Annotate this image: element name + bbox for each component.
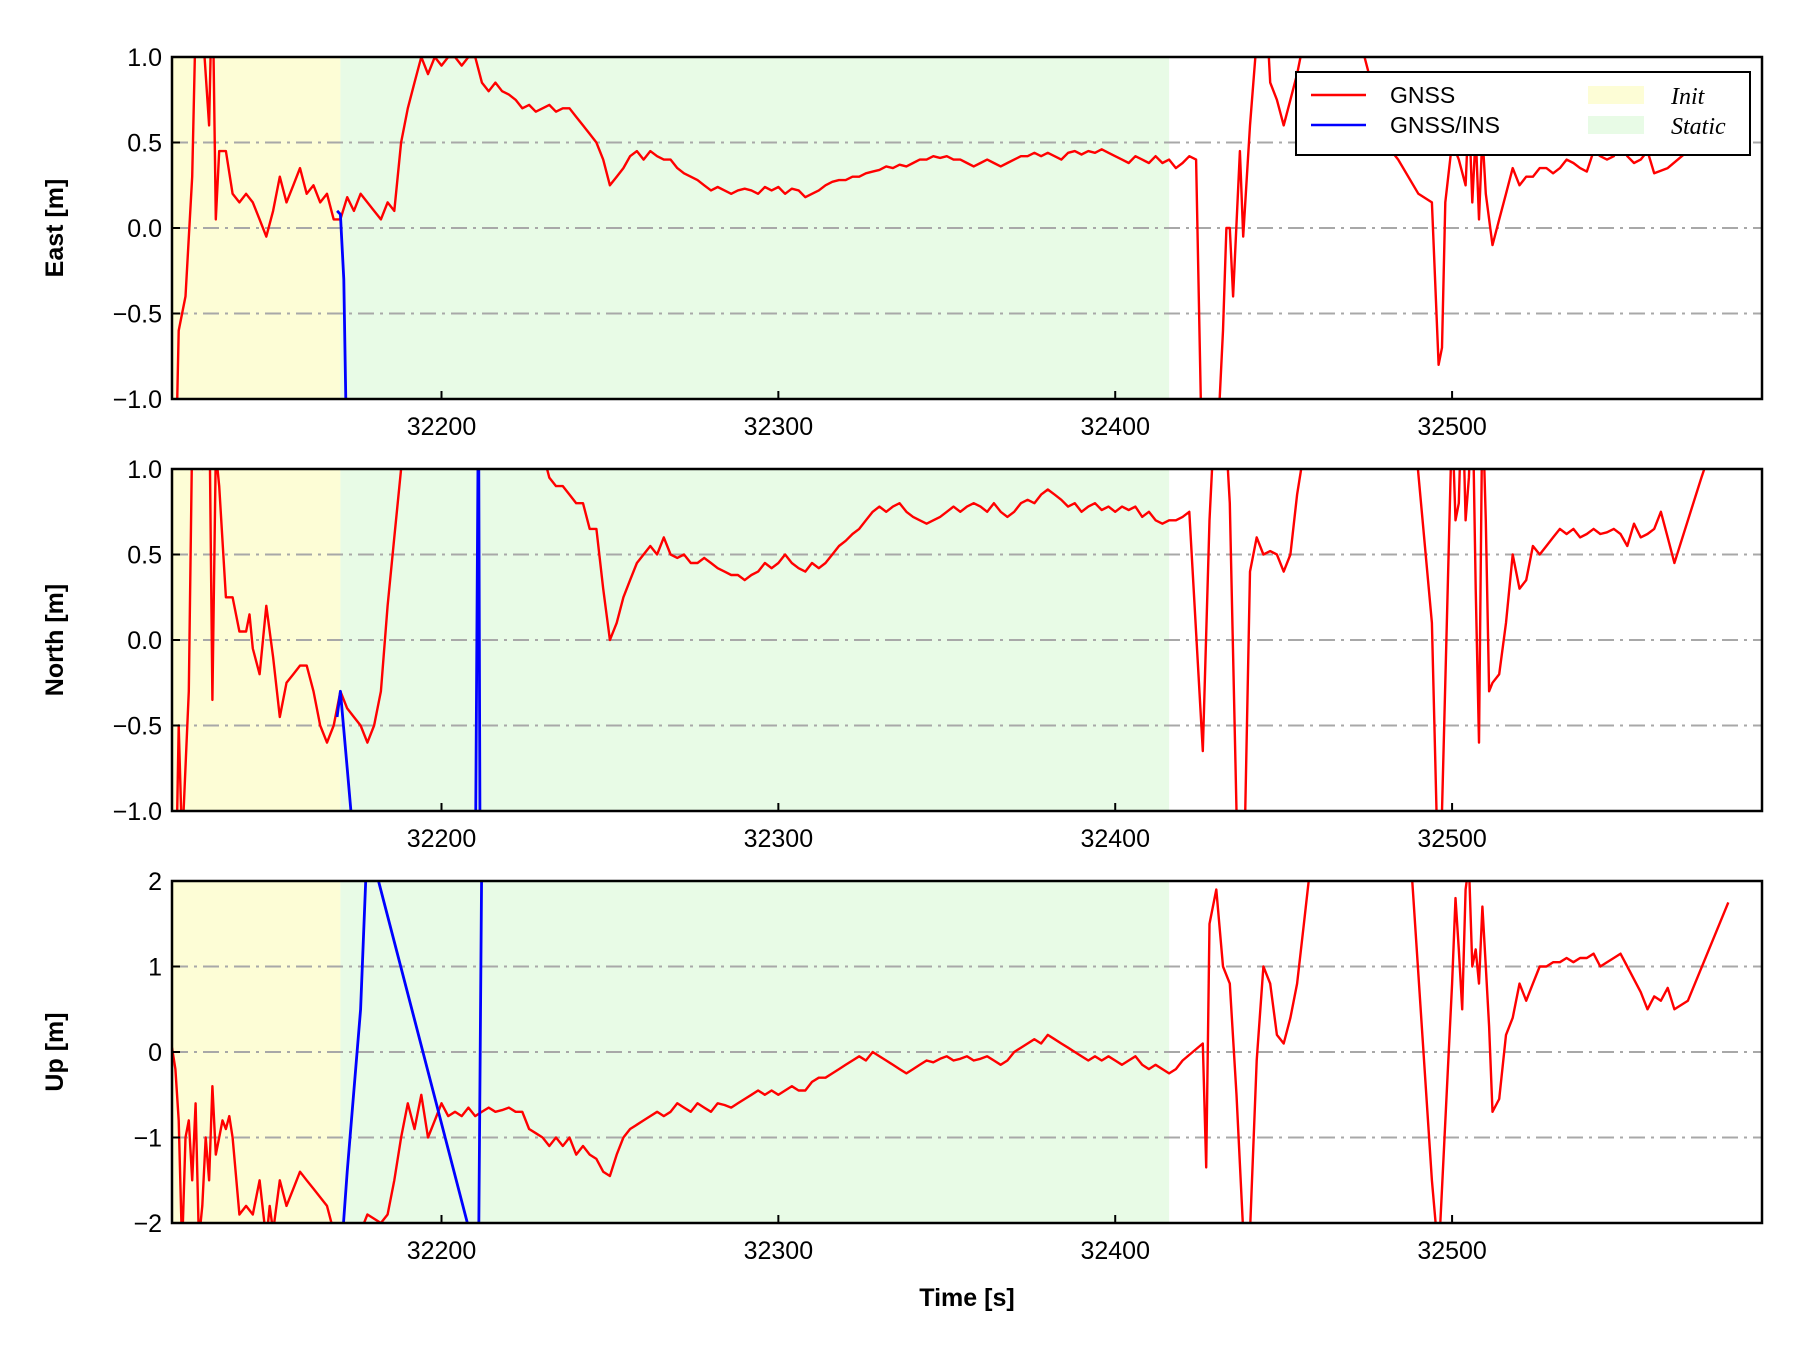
legend-label-gnss: GNSS xyxy=(1390,82,1455,108)
east-ytick-label: 0.5 xyxy=(127,130,162,158)
east-ytick-label: 1.0 xyxy=(127,44,162,72)
north-series-gnss-ins xyxy=(335,469,482,811)
east-ytick-label: −1.0 xyxy=(113,386,162,414)
east-plot-area xyxy=(172,57,1762,399)
up-ytick-label: −2 xyxy=(133,1210,162,1238)
legend-label-static: Static xyxy=(1671,114,1726,140)
up-grid xyxy=(172,965,1762,1139)
north-ytick-label: 0.0 xyxy=(127,627,162,655)
east-xtick-label: 32200 xyxy=(407,413,477,441)
up-frame xyxy=(170,879,1764,1225)
north-ytick-label: −0.5 xyxy=(113,713,162,741)
north-ytick-label: 0.5 xyxy=(127,542,162,570)
north-series xyxy=(175,469,1706,811)
north-xtick-label: 32200 xyxy=(407,825,477,853)
legend-frame xyxy=(1295,71,1751,156)
up-xtick-label: 32500 xyxy=(1417,1237,1487,1265)
panel-east: 32200 32300 32400 32500 −1.0 −0.5 0.0 0.5 1.0 Ea… xyxy=(41,44,1764,441)
north-xtick-label: 32500 xyxy=(1417,825,1487,853)
x-axis-label: Time [s] xyxy=(919,1284,1014,1312)
north-grid xyxy=(172,553,1762,727)
panel-north: 32200 32300 32400 32500 −1.0 −0.5 0.0 0.5 1.0 No… xyxy=(41,456,1764,853)
north-ytick-label: −1.0 xyxy=(113,798,162,826)
up-ytick-label: −1 xyxy=(133,1125,162,1153)
north-xtick-label: 32300 xyxy=(744,825,814,853)
up-xtick-label: 32300 xyxy=(744,1237,814,1265)
up-xtick-label: 32400 xyxy=(1080,1237,1150,1265)
east-series-gnss-ins xyxy=(336,209,348,399)
up-series xyxy=(172,881,1730,1223)
north-xtick-label: 32400 xyxy=(1080,825,1150,853)
north-ytick-label: 1.0 xyxy=(127,456,162,484)
north-plot-area xyxy=(172,469,1762,811)
legend-swatch-static xyxy=(1588,116,1644,134)
east-frame xyxy=(170,55,1764,401)
east-ticks: 32200 32300 32400 32500 −1.0 −0.5 0.0 0.5 1.0 xyxy=(113,44,1487,441)
east-ytick-label: −0.5 xyxy=(113,301,162,329)
north-series-gnss xyxy=(175,469,1706,811)
east-ytick-label: 0.0 xyxy=(127,215,162,243)
legend: GNSS GNSS/INS Init Static xyxy=(1295,71,1751,156)
legend-label-gnss-ins: GNSS/INS xyxy=(1390,112,1500,138)
east-xtick-label: 32500 xyxy=(1417,413,1487,441)
up-ylabel: Up [m] xyxy=(41,1012,69,1091)
up-ticks: 32200 32300 32400 32500 −2 −1 0 1 2 xyxy=(133,868,1486,1265)
panel-up: 32200 32300 32400 32500 −2 −1 0 1 2 Up [m] xyxy=(41,868,1764,1265)
up-ytick-label: 0 xyxy=(148,1039,162,1067)
up-plot-area xyxy=(172,881,1762,1223)
east-xtick-label: 32300 xyxy=(744,413,814,441)
east-series xyxy=(176,57,1703,399)
legend-swatch-init xyxy=(1588,86,1644,104)
up-series-gnss-ins xyxy=(342,881,483,1223)
north-frame xyxy=(170,467,1764,813)
north-ylabel: North [m] xyxy=(41,584,69,696)
east-xtick-label: 32400 xyxy=(1080,413,1150,441)
up-ytick-label: 1 xyxy=(148,954,162,982)
legend-label-init: Init xyxy=(1670,84,1706,110)
up-ytick-label: 2 xyxy=(148,868,162,896)
up-series-gnss xyxy=(172,881,1730,1223)
east-series-gnss xyxy=(176,57,1703,399)
up-xtick-label: 32200 xyxy=(407,1237,477,1265)
north-ticks: 32200 32300 32400 32500 −1.0 −0.5 0.0 0.5 1.0 xyxy=(113,456,1487,853)
east-ylabel: East [m] xyxy=(41,179,69,278)
